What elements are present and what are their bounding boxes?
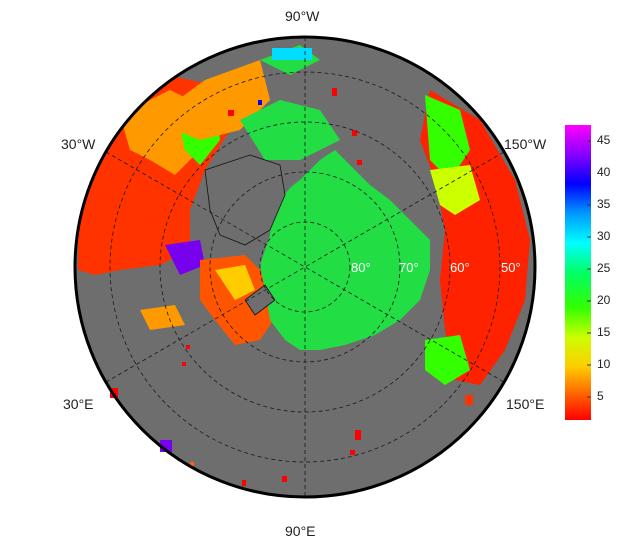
barents-yellow-field (215, 265, 255, 300)
colorbar-tick-40: 40 (597, 165, 611, 179)
lon-label-lower-left: 30°E (63, 396, 94, 412)
lon-label-upper-left: 30°W (61, 136, 96, 152)
map-border (73, 35, 537, 499)
lat-label-60: 60° (450, 260, 470, 275)
lon-label-top: 90°W (285, 8, 320, 24)
graticule (105, 37, 505, 497)
colorbar-tick-5: 5 (597, 389, 604, 403)
baltic-field (140, 305, 185, 330)
lon-label-lower-right: 150°E (506, 396, 545, 412)
bering-green-field (425, 95, 470, 180)
lat-circle-60 (159, 121, 451, 413)
colorbar-tick-15: 15 (597, 325, 611, 339)
colorbar-tick-45: 45 (597, 133, 611, 147)
lat-label-80: 80° (351, 260, 371, 275)
canadian-archipelago-ice (240, 100, 340, 160)
lat-label-50: 50° (501, 260, 521, 275)
bering-yellow-field (430, 165, 480, 215)
colorbar-tick-10: 10 (597, 357, 611, 371)
colorbar-tick-20: 20 (597, 293, 611, 307)
okhotsk-green-field (425, 335, 470, 385)
colorbar-tick-30: 30 (597, 229, 611, 243)
lat-label-70: 70° (399, 260, 419, 275)
lon-label-bottom: 90°E (285, 523, 316, 539)
colorbar-tick-25: 25 (597, 261, 611, 275)
arctic-sea-ice (260, 150, 430, 350)
greenland-land (204, 154, 286, 246)
lon-label-upper-right: 150°W (504, 136, 547, 152)
colorbar (565, 125, 591, 420)
colorbar-tick-35: 35 (597, 197, 611, 211)
norwegian-purple-field (165, 240, 205, 275)
colorbar-ticks (587, 140, 591, 398)
